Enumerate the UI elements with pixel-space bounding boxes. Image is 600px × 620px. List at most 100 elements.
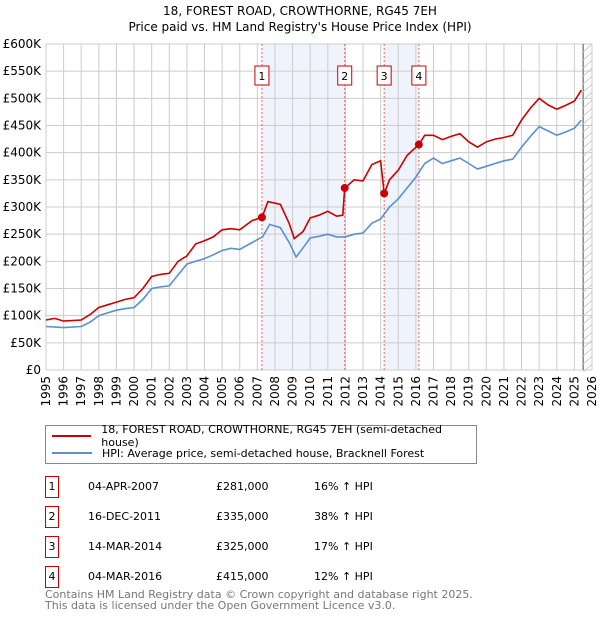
x-tick-label: 2003 — [180, 376, 194, 407]
sale-label: 2 — [341, 70, 348, 83]
hatch-line — [582, 227, 593, 237]
sale-marker — [257, 213, 266, 222]
legend-item-hpi: HPI: Average price, semi-detached house,… — [52, 445, 424, 461]
sale-price: £281,000 — [216, 480, 269, 493]
x-tick-label: 2020 — [479, 376, 493, 407]
hatch-line — [582, 51, 593, 61]
x-tick-label: 1996 — [57, 376, 71, 407]
x-tick-label: 2012 — [338, 376, 352, 407]
hpi-line — [45, 119, 583, 329]
y-tick-label: £600K — [3, 37, 43, 51]
hatch-line — [582, 99, 593, 109]
hatch-line — [582, 75, 593, 85]
footer: Contains HM Land Registry data © Crown c… — [45, 589, 473, 611]
x-tick-label: 1997 — [74, 376, 88, 407]
hatch-line — [582, 179, 593, 189]
sale-label: 1 — [258, 70, 265, 83]
y-tick-label: £200K — [3, 254, 43, 268]
sale-label-box — [337, 65, 353, 86]
x-tick-label: 1999 — [109, 376, 123, 407]
y-tick-label: £100K — [3, 309, 43, 323]
hatch-line — [582, 115, 593, 125]
legend-label: 18, FOREST ROAD, CROWTHORNE, RG45 7EH (s… — [101, 423, 442, 449]
sale-hpi-diff: 17% ↑ HPI — [314, 540, 373, 553]
x-tick-label: 2024 — [550, 376, 564, 407]
sale-marker — [380, 189, 389, 198]
hatch-line — [582, 291, 593, 301]
y-tick-label: £550K — [3, 64, 43, 78]
legend: 18, FOREST ROAD, CROWTHORNE, RG45 7EH (s… — [45, 423, 477, 464]
sale-hpi-diff: 38% ↑ HPI — [314, 510, 373, 523]
hatch-line — [582, 147, 593, 157]
hatch-line — [582, 155, 593, 165]
sale-label: 4 — [415, 70, 422, 83]
sale-marker — [414, 140, 423, 149]
hatch-line — [582, 43, 593, 53]
footer-line: Contains HM Land Registry data © Crown c… — [45, 588, 473, 601]
sale-hpi-diff: 12% ↑ HPI — [314, 570, 373, 583]
sale-price: £335,000 — [216, 510, 269, 523]
y-tick-label: £150K — [3, 282, 43, 296]
hatch-line — [582, 67, 593, 77]
sale-date: 16-DEC-2011 — [88, 510, 162, 523]
hatch-line — [582, 243, 593, 253]
x-tick-label: 2008 — [268, 376, 282, 407]
hatch-line — [582, 131, 593, 141]
chart-title: 18, FOREST ROAD, CROWTHORNE, RG45 7EH — [163, 4, 437, 18]
hatch-line — [582, 355, 593, 365]
hatch-line — [582, 195, 593, 205]
hatch-line — [582, 275, 593, 285]
x-tick-label: 1998 — [92, 376, 106, 407]
sale-label-box — [376, 65, 392, 86]
hatch-line — [582, 211, 593, 221]
x-tick-label: 2000 — [127, 376, 141, 407]
x-tick-label: 2026 — [585, 376, 599, 407]
sale-date: 14-MAR-2014 — [88, 540, 163, 553]
x-tick-label: 2022 — [515, 376, 529, 407]
property-line — [45, 89, 583, 322]
hatch-line — [582, 59, 593, 69]
hatch-line — [582, 251, 593, 261]
sale-date: 04-APR-2007 — [88, 480, 160, 493]
sale-label-box — [254, 65, 270, 86]
x-tick-label: 2025 — [567, 376, 581, 407]
hatch-line — [582, 139, 593, 149]
x-tick-label: 2014 — [374, 376, 388, 407]
hatch-line — [582, 91, 593, 101]
sale-number: 2 — [45, 506, 59, 528]
sale-label: 3 — [381, 70, 388, 83]
hatch-line — [582, 267, 593, 277]
legend-item-property: 18, FOREST ROAD, CROWTHORNE, RG45 7EH (s… — [52, 423, 476, 449]
hatch-line — [582, 363, 593, 373]
sale-label-box — [411, 65, 427, 86]
x-tick-label: 2016 — [409, 376, 423, 407]
x-tick-label: 2006 — [233, 376, 247, 407]
sale-date: 04-MAR-2016 — [88, 570, 163, 583]
chart-subtitle: Price paid vs. HM Land Registry's House … — [128, 20, 472, 34]
x-tick-label: 2021 — [497, 376, 511, 407]
x-tick-label: 2002 — [162, 376, 176, 407]
sale-marker — [340, 183, 349, 192]
hatch-line — [582, 235, 593, 245]
hatch-line — [582, 283, 593, 293]
hatch-line — [582, 107, 593, 117]
x-tick-label: 2018 — [444, 376, 458, 407]
hatch-line — [582, 219, 593, 229]
x-tick-label: 2009 — [286, 376, 300, 407]
sale-number: 4 — [45, 566, 59, 588]
hatch-line — [582, 163, 593, 173]
x-tick-label: 2017 — [426, 376, 440, 407]
hatch-line — [582, 323, 593, 333]
y-tick-label: £300K — [3, 200, 43, 214]
hatch-line — [582, 259, 593, 269]
hatch-line — [582, 83, 593, 93]
hatch-line — [582, 203, 593, 213]
chart: £0 £50K £100K £150K £200K £250K £300K £350K £400… — [3, 37, 599, 407]
x-tick-label: 2010 — [303, 376, 317, 407]
x-tick-label: 2019 — [462, 376, 476, 407]
hatch-line — [582, 123, 593, 133]
hatch-line — [582, 171, 593, 181]
x-tick-label: 2011 — [321, 376, 335, 407]
x-tick-label: 2023 — [532, 376, 546, 407]
